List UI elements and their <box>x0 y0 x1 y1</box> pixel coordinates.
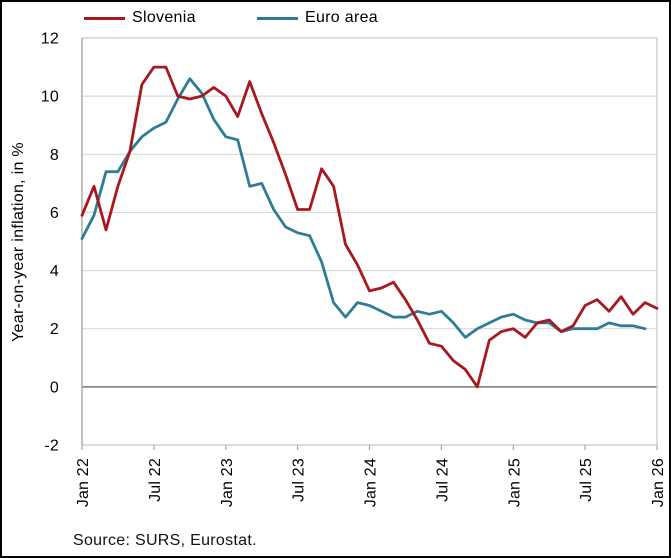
source-note: Source: SURS, Eurostat. <box>73 532 257 549</box>
slovenia-line-swatch <box>84 16 125 20</box>
x-tick-label: Jan 22 <box>75 458 92 507</box>
y-tick-label: 12 <box>41 31 59 48</box>
series-line-slovenia <box>80 65 659 389</box>
x-tick-label: Jul 25 <box>578 458 595 502</box>
series-line-euro-area <box>80 77 647 339</box>
legend-label-euro-area: Euro area <box>305 9 378 26</box>
x-tick-label: Jan 24 <box>363 458 380 507</box>
x-tick-label: Jan 23 <box>219 458 236 507</box>
y-tick-label: 8 <box>50 147 59 164</box>
y-tick-label: 0 <box>50 379 59 396</box>
legend-item-slovenia: Slovenia <box>84 9 196 27</box>
legend-label-slovenia: Slovenia <box>132 9 196 26</box>
y-tick-label: 6 <box>50 205 59 222</box>
y-tick-label: -2 <box>44 438 59 455</box>
x-tick-label: Jul 24 <box>434 458 451 502</box>
x-tick-label: Jul 23 <box>291 458 308 502</box>
y-tick-label: 2 <box>50 321 59 338</box>
y-tick-label: 10 <box>41 89 59 106</box>
legend-item-euro-area: Euro area <box>257 9 378 27</box>
euro-area-line-swatch <box>257 16 298 20</box>
x-tick-label: Jan 25 <box>506 458 523 507</box>
y-tick-label: 4 <box>50 263 59 280</box>
x-tick-label: Jan 26 <box>650 458 667 507</box>
x-tick-label: Jul 22 <box>147 458 164 502</box>
plot-border <box>81 37 658 446</box>
